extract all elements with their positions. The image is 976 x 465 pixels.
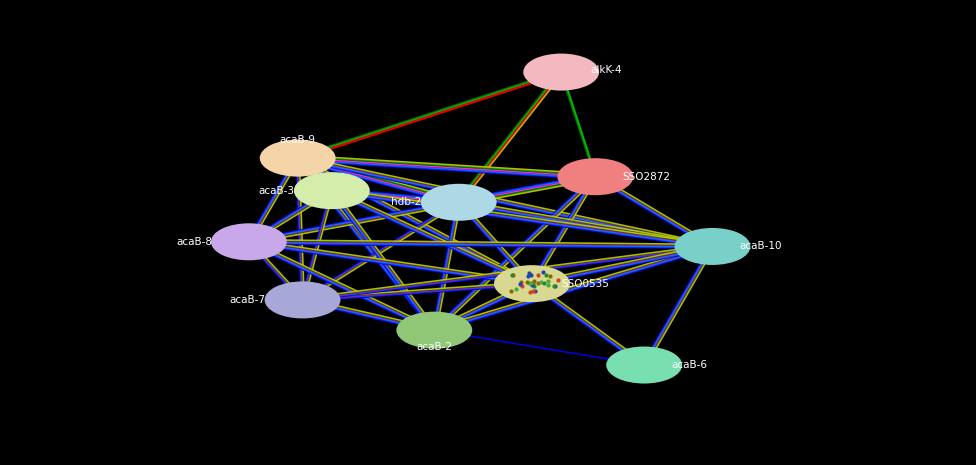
Circle shape xyxy=(261,140,335,176)
Text: acaB-3: acaB-3 xyxy=(259,186,295,196)
Text: SSO0535: SSO0535 xyxy=(561,279,609,289)
Text: acaB-10: acaB-10 xyxy=(740,241,783,252)
Circle shape xyxy=(295,173,369,208)
Circle shape xyxy=(675,229,750,264)
Text: acaB-6: acaB-6 xyxy=(671,360,708,370)
Circle shape xyxy=(495,266,569,301)
Text: acaB-7: acaB-7 xyxy=(229,295,265,305)
Circle shape xyxy=(265,282,340,318)
Circle shape xyxy=(212,224,286,259)
Circle shape xyxy=(607,347,681,383)
Text: hdb-2: hdb-2 xyxy=(391,197,422,207)
Text: acaB-8: acaB-8 xyxy=(177,237,213,247)
Circle shape xyxy=(422,185,496,220)
Text: alkK-4: alkK-4 xyxy=(590,65,622,75)
Text: acaB-9: acaB-9 xyxy=(280,134,315,145)
Circle shape xyxy=(524,54,598,90)
Text: acaB-2: acaB-2 xyxy=(417,342,452,352)
Circle shape xyxy=(397,312,471,348)
Circle shape xyxy=(558,159,632,194)
Text: SSO2872: SSO2872 xyxy=(623,172,671,182)
